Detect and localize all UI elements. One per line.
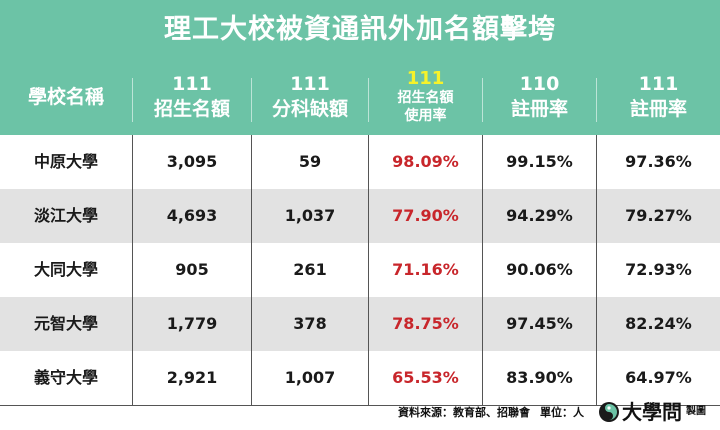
- quota-value: 2,921: [166, 368, 218, 387]
- header-reg-111: 111 註冊率: [597, 62, 720, 132]
- page-title: 理工大校被資通訊外加名額擊垮: [164, 14, 556, 45]
- brand-name: 大學問: [622, 400, 682, 424]
- header-year: 111: [638, 73, 679, 95]
- usage-value: 71.16%: [392, 260, 459, 279]
- table-row: 大同大學 905 261 71.16% 90.06% 72.93%: [0, 243, 720, 297]
- vacancy-value: 59: [298, 152, 322, 171]
- brand-mark-icon: [599, 402, 619, 422]
- vacancy-value: 1,037: [284, 206, 336, 225]
- quota-value: 905: [175, 260, 209, 279]
- header-year: 110: [519, 73, 560, 95]
- school-name: 大同大學: [33, 260, 98, 279]
- quota-value: 1,779: [166, 314, 218, 333]
- header-year: 111: [406, 68, 445, 89]
- header-quota: 111 招生名額: [133, 62, 251, 132]
- usage-value: 78.75%: [392, 314, 459, 333]
- school-name: 中原大學: [33, 152, 98, 171]
- table-row: 義守大學 2,921 1,007 65.53% 83.90% 64.97%: [0, 351, 720, 405]
- header-divider: [482, 78, 483, 122]
- column-divider: [596, 135, 597, 406]
- header-label: 招生名額: [153, 98, 230, 120]
- reg111-value: 97.36%: [625, 152, 692, 171]
- vacancy-value: 261: [293, 260, 327, 279]
- reg110-value: 99.15%: [506, 152, 573, 171]
- table-row: 淡江大學 4,693 1,037 77.90% 94.29% 79.27%: [0, 189, 720, 243]
- table-header-band: 理工大校被資通訊外加名額擊垮 學校名稱 111 招生名額 111 分科缺額 11…: [0, 0, 720, 135]
- header-vacancy: 111 分科缺額: [252, 62, 368, 132]
- table-row: 元智大學 1,779 378 78.75% 97.45% 82.24%: [0, 297, 720, 351]
- column-divider: [251, 135, 252, 406]
- header-label: 招生名額: [397, 90, 454, 106]
- header-usage-rate: 111 招生名額 使用率: [369, 62, 482, 132]
- header-reg-110: 110 註冊率: [483, 62, 596, 132]
- header-year: 111: [172, 73, 212, 95]
- reg111-value: 72.93%: [625, 260, 692, 279]
- usage-value: 65.53%: [392, 368, 459, 387]
- school-name: 淡江大學: [33, 206, 98, 225]
- reg111-value: 64.97%: [625, 368, 692, 387]
- vacancy-value: 1,007: [284, 368, 336, 387]
- quota-value: 4,693: [166, 206, 218, 225]
- brand-logo: 大學問 製圖: [598, 398, 706, 426]
- header-divider: [251, 78, 252, 122]
- header-year: 111: [290, 73, 330, 95]
- column-divider: [132, 135, 133, 406]
- reg111-value: 79.27%: [625, 206, 692, 225]
- reg110-value: 90.06%: [506, 260, 573, 279]
- school-name: 義守大學: [33, 368, 98, 387]
- quota-value: 3,095: [166, 152, 218, 171]
- header-divider: [596, 78, 597, 122]
- table-bottom-border: [0, 405, 720, 406]
- reg110-value: 97.45%: [506, 314, 573, 333]
- reg110-value: 83.90%: [506, 368, 573, 387]
- source-note: 資料來源：教育部、招聯會: [398, 406, 530, 419]
- unit-note: 單位：人: [540, 406, 584, 419]
- reg110-value: 94.29%: [506, 206, 573, 225]
- vacancy-value: 378: [293, 314, 327, 333]
- column-divider: [368, 135, 369, 406]
- header-divider: [368, 78, 369, 122]
- school-name: 元智大學: [33, 314, 98, 333]
- header-school-name: 學校名稱: [0, 62, 132, 132]
- usage-value: 98.09%: [392, 152, 459, 171]
- table-row: 中原大學 3,095 59 98.09% 99.15% 97.36%: [0, 135, 720, 189]
- header-label: 使用率: [404, 108, 447, 124]
- header-label: 分科缺額: [271, 98, 348, 120]
- header-divider: [132, 78, 133, 122]
- header-label: 註冊率: [629, 98, 687, 120]
- header-label: 註冊率: [510, 98, 568, 120]
- brand-suffix: 製圖: [686, 406, 706, 417]
- header-label: 學校名稱: [27, 86, 104, 108]
- usage-value: 77.90%: [392, 206, 459, 225]
- reg111-value: 82.24%: [625, 314, 692, 333]
- column-divider: [482, 135, 483, 406]
